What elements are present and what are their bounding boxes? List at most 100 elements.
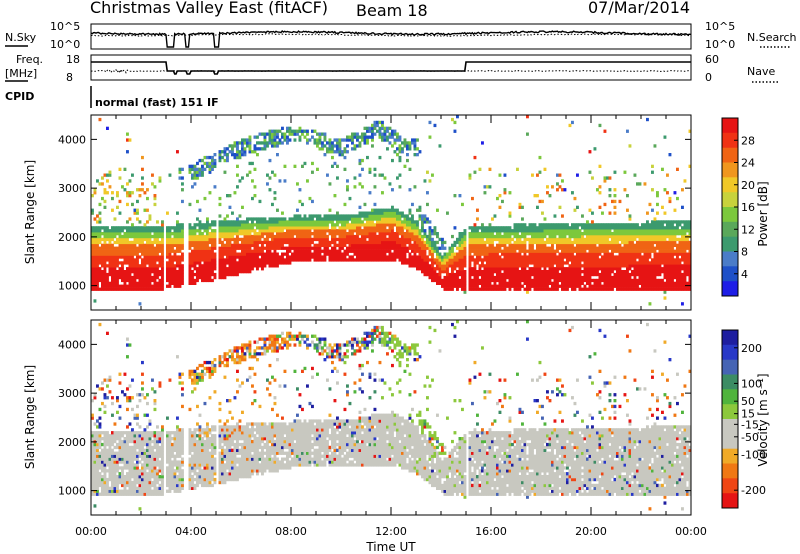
- power-cell: [218, 150, 222, 154]
- power-cell: [608, 240, 612, 245]
- power-cell: [133, 237, 137, 242]
- power-cell: [376, 129, 379, 133]
- power-cell: [106, 278, 109, 283]
- power-cell: [611, 237, 614, 242]
- power-cell: [261, 223, 264, 227]
- power-cell: [113, 229, 117, 233]
- power-cell: [586, 261, 589, 265]
- power-cell: [593, 226, 597, 230]
- power-cell: [256, 226, 259, 230]
- power-cell: [583, 243, 587, 247]
- power-cell: [436, 234, 439, 239]
- power-cell: [558, 223, 562, 227]
- power-cell: [413, 255, 417, 259]
- power-cell: [591, 264, 594, 268]
- power-cell: [421, 270, 424, 274]
- power-cell: [436, 258, 439, 262]
- power-cell: [281, 226, 284, 230]
- power-cell: [476, 252, 479, 256]
- power-cell: [418, 237, 422, 242]
- power-cell: [226, 249, 229, 253]
- power-cell: [398, 237, 402, 242]
- power-cell: [453, 272, 457, 277]
- power-cell: [663, 258, 667, 262]
- power-cell: [136, 270, 139, 274]
- power-cell: [473, 226, 477, 230]
- power-cell: [538, 272, 542, 277]
- power-cell: [346, 234, 349, 239]
- power-cell: [648, 223, 652, 227]
- power-cell: [141, 243, 144, 247]
- power-cell: [153, 272, 157, 277]
- power-cell: [431, 272, 434, 277]
- power-cell: [158, 284, 162, 288]
- power-cell: [576, 264, 579, 268]
- power-cell: [431, 261, 434, 265]
- power-cell: [336, 150, 339, 154]
- power-cell: [133, 258, 137, 262]
- power-cell: [321, 220, 324, 224]
- power-cell: [636, 243, 639, 247]
- power-cell: [256, 258, 259, 262]
- power-cell: [358, 237, 362, 242]
- power-cell: [196, 167, 199, 171]
- power-cell: [488, 185, 492, 189]
- power-cell: [666, 267, 669, 271]
- power-cell: [348, 217, 352, 221]
- power-cell: [621, 240, 624, 245]
- power-cell: [641, 284, 644, 288]
- power-cell: [626, 229, 629, 233]
- power-cell: [553, 229, 557, 233]
- power-cell: [226, 270, 229, 274]
- power-cell: [126, 246, 129, 250]
- power-cell: [481, 264, 484, 268]
- power-cell: [321, 141, 324, 145]
- power-cell: [261, 132, 264, 136]
- power-cell: [666, 270, 669, 274]
- power-cell: [421, 243, 424, 247]
- power-cell: [236, 243, 239, 247]
- power-cell: [666, 261, 669, 265]
- power-cell: [251, 243, 254, 247]
- power-cell: [576, 229, 579, 233]
- power-cell: [643, 264, 647, 268]
- power-cell: [606, 240, 609, 245]
- power-cell: [388, 258, 392, 262]
- power-cell: [301, 243, 304, 247]
- power-cell: [126, 194, 129, 198]
- power-cell: [318, 141, 322, 145]
- power-cell: [516, 278, 519, 283]
- power-cell: [636, 287, 639, 291]
- power-cell: [251, 261, 254, 265]
- power-cell: [566, 243, 569, 247]
- date-label: 07/Mar/2014: [588, 0, 690, 17]
- power-cell: [141, 264, 144, 268]
- power-cell: [518, 226, 522, 230]
- power-cell: [398, 135, 402, 139]
- power-cell: [591, 267, 594, 271]
- power-cell: [456, 278, 459, 283]
- power-cell: [248, 223, 252, 227]
- power-cell: [656, 223, 659, 227]
- power-cell: [576, 226, 579, 230]
- power-cell: [278, 237, 282, 242]
- power-cell: [608, 284, 612, 288]
- power-cell: [268, 258, 272, 262]
- power-cell: [371, 232, 374, 236]
- power-cell: [518, 264, 522, 268]
- power-cell: [663, 290, 667, 294]
- power-cell: [363, 255, 367, 259]
- power-cell: [556, 270, 559, 274]
- power-cell: [368, 170, 372, 174]
- power-cell: [228, 264, 232, 268]
- power-cell: [326, 237, 329, 242]
- power-cell: [568, 252, 572, 256]
- power-cell: [486, 281, 489, 285]
- power-cell: [548, 237, 552, 242]
- power-cell: [516, 267, 519, 271]
- power-cell: [638, 252, 642, 256]
- power-cell: [626, 255, 629, 259]
- power-cell: [146, 255, 149, 259]
- power-cell: [133, 272, 137, 277]
- power-cell: [128, 284, 132, 288]
